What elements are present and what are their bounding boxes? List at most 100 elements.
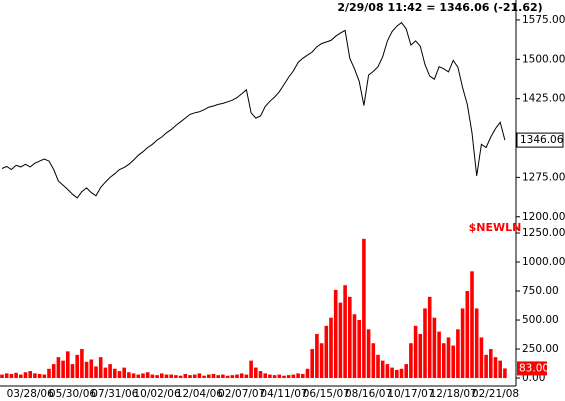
bar [47, 368, 51, 379]
bar [216, 375, 220, 379]
bar [442, 343, 446, 379]
bar [324, 325, 329, 379]
bar [4, 373, 9, 379]
bar [470, 271, 474, 379]
bar [145, 372, 150, 379]
y-tick-label: 500.00 [522, 314, 559, 326]
bar [127, 372, 131, 379]
bar [423, 308, 427, 379]
bar [371, 343, 376, 379]
x-tick-label: 02/21/08 [472, 388, 519, 400]
bar [155, 375, 159, 379]
bar [221, 374, 225, 379]
bar [310, 349, 314, 379]
bar [329, 317, 333, 379]
y-tick-label: 1575.00 [522, 14, 565, 26]
x-tick-label: 10/17/07 [387, 388, 434, 400]
bar [56, 357, 61, 379]
bar [188, 375, 192, 379]
bar [113, 368, 117, 379]
bar [178, 375, 183, 379]
bar [14, 372, 18, 379]
bar [9, 373, 14, 379]
bar [66, 351, 70, 379]
bar [84, 361, 89, 379]
chart-title: 2/29/08 11:42 = 1346.06 (-21.62) [337, 1, 542, 14]
bar [183, 373, 188, 379]
bar [108, 364, 112, 379]
bar [103, 367, 108, 379]
y-tick-label: 1275.00 [522, 171, 565, 183]
x-tick-label: 08/16/07 [345, 388, 392, 400]
bar [366, 329, 371, 379]
bar [446, 337, 451, 379]
bar [80, 349, 84, 379]
bar [395, 369, 399, 379]
bar [489, 349, 493, 379]
bar [94, 366, 98, 379]
x-tick-label: 10/02/06 [134, 388, 181, 400]
y-tick-label: 1200.00 [522, 211, 565, 223]
bar [319, 343, 324, 379]
bar [37, 373, 42, 379]
bar [254, 367, 258, 379]
bar [380, 360, 385, 379]
bar [33, 373, 37, 379]
bar [413, 325, 418, 379]
bar [75, 354, 79, 379]
bar [282, 375, 286, 379]
x-tick-label: 04/11/07 [260, 388, 307, 400]
bar [42, 374, 47, 379]
bar [230, 375, 235, 379]
x-tick-label: 12/18/07 [430, 388, 477, 400]
x-tick-label: 06/15/07 [303, 388, 350, 400]
bar [286, 375, 291, 379]
bar [493, 357, 498, 379]
bar [211, 373, 216, 379]
bar [333, 289, 338, 379]
bar [385, 364, 390, 379]
bar [122, 367, 126, 379]
bar [474, 308, 479, 379]
panel-label: $NEWLN [469, 221, 522, 234]
bar [348, 296, 352, 379]
bar [390, 367, 394, 379]
bar [141, 373, 145, 379]
bar [291, 374, 296, 379]
bar [258, 371, 263, 379]
bar [357, 320, 361, 379]
bar [192, 374, 197, 379]
bar [338, 302, 343, 379]
bar [301, 373, 305, 379]
x-tick-label: 05/30/06 [49, 388, 96, 400]
last-value-label: 83.00 [519, 362, 549, 374]
bar [460, 308, 465, 379]
y-tick-label: 1250.00 [522, 227, 565, 239]
bar [70, 364, 75, 379]
bar [404, 364, 408, 379]
bar [418, 333, 423, 379]
bar [456, 329, 460, 379]
last-value-box [517, 361, 547, 376]
y-tick-label: 750.00 [522, 285, 559, 297]
bar [174, 375, 178, 379]
price-line [1, 21, 506, 199]
x-tick-label: 02/07/07 [218, 388, 265, 400]
bar [465, 291, 470, 379]
bar [23, 372, 28, 379]
bar [197, 373, 202, 379]
last-value-label: 1346.06 [520, 134, 564, 146]
y-tick-label: 250.00 [522, 343, 559, 355]
bar [136, 374, 141, 379]
bar [268, 374, 272, 379]
bar [376, 354, 380, 379]
bar [51, 364, 56, 379]
bar [498, 360, 502, 379]
bar [239, 373, 244, 379]
bar [207, 374, 211, 379]
bar [352, 314, 357, 379]
bar [479, 337, 484, 379]
bar [89, 359, 94, 379]
bar [150, 374, 155, 379]
